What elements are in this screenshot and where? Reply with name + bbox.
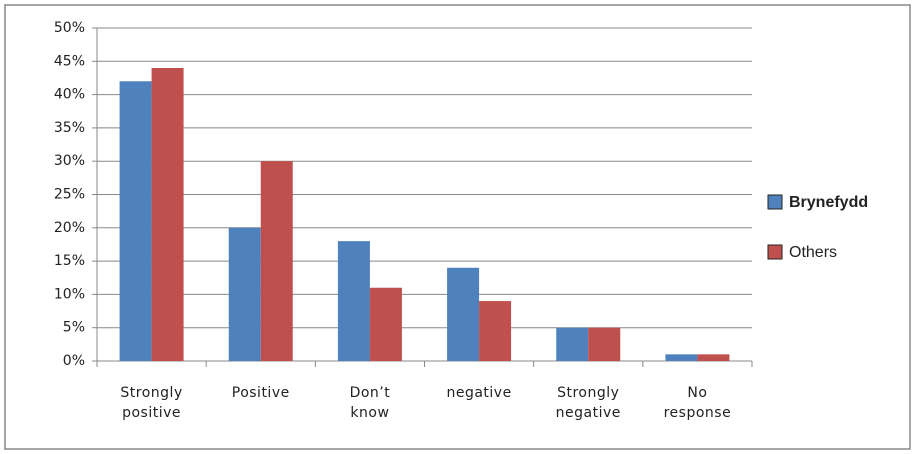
y-tick-label: 10% [54,286,85,302]
x-tick-label: Strongly positive [120,385,183,421]
bar [479,301,512,361]
chart-border [4,4,911,450]
bar [556,327,589,361]
bar [697,354,730,361]
x-tick-label: Positive [231,385,290,401]
y-tick-label: 25% [54,187,85,203]
bar [228,227,261,361]
bar [588,327,621,361]
x-tick-label: negative [446,385,512,401]
legend-swatch [767,194,783,210]
bar [260,161,293,361]
y-tick-label: 50% [54,20,85,36]
bar [369,287,402,361]
bar [119,81,152,361]
y-tick-label: 40% [54,87,85,103]
y-tick-label: 20% [54,220,85,236]
y-tick-label: 30% [54,153,85,169]
y-tick-label: 15% [54,253,85,269]
y-tick-label: 35% [54,120,85,136]
y-tick-label: 0% [63,353,85,369]
bar [151,67,184,362]
x-tick-label: Don’t know [349,385,391,421]
legend-label: Others [789,244,837,261]
y-tick-label: 45% [54,53,85,69]
legend-label: Brynefydd [789,194,868,211]
bar [447,267,480,361]
y-tick-label: 5% [63,320,85,336]
legend-swatch [767,244,783,260]
x-tick-label: Strongly negative [555,385,621,421]
bar [337,241,370,361]
x-tick-label: No response [663,385,732,421]
bar [665,354,698,361]
